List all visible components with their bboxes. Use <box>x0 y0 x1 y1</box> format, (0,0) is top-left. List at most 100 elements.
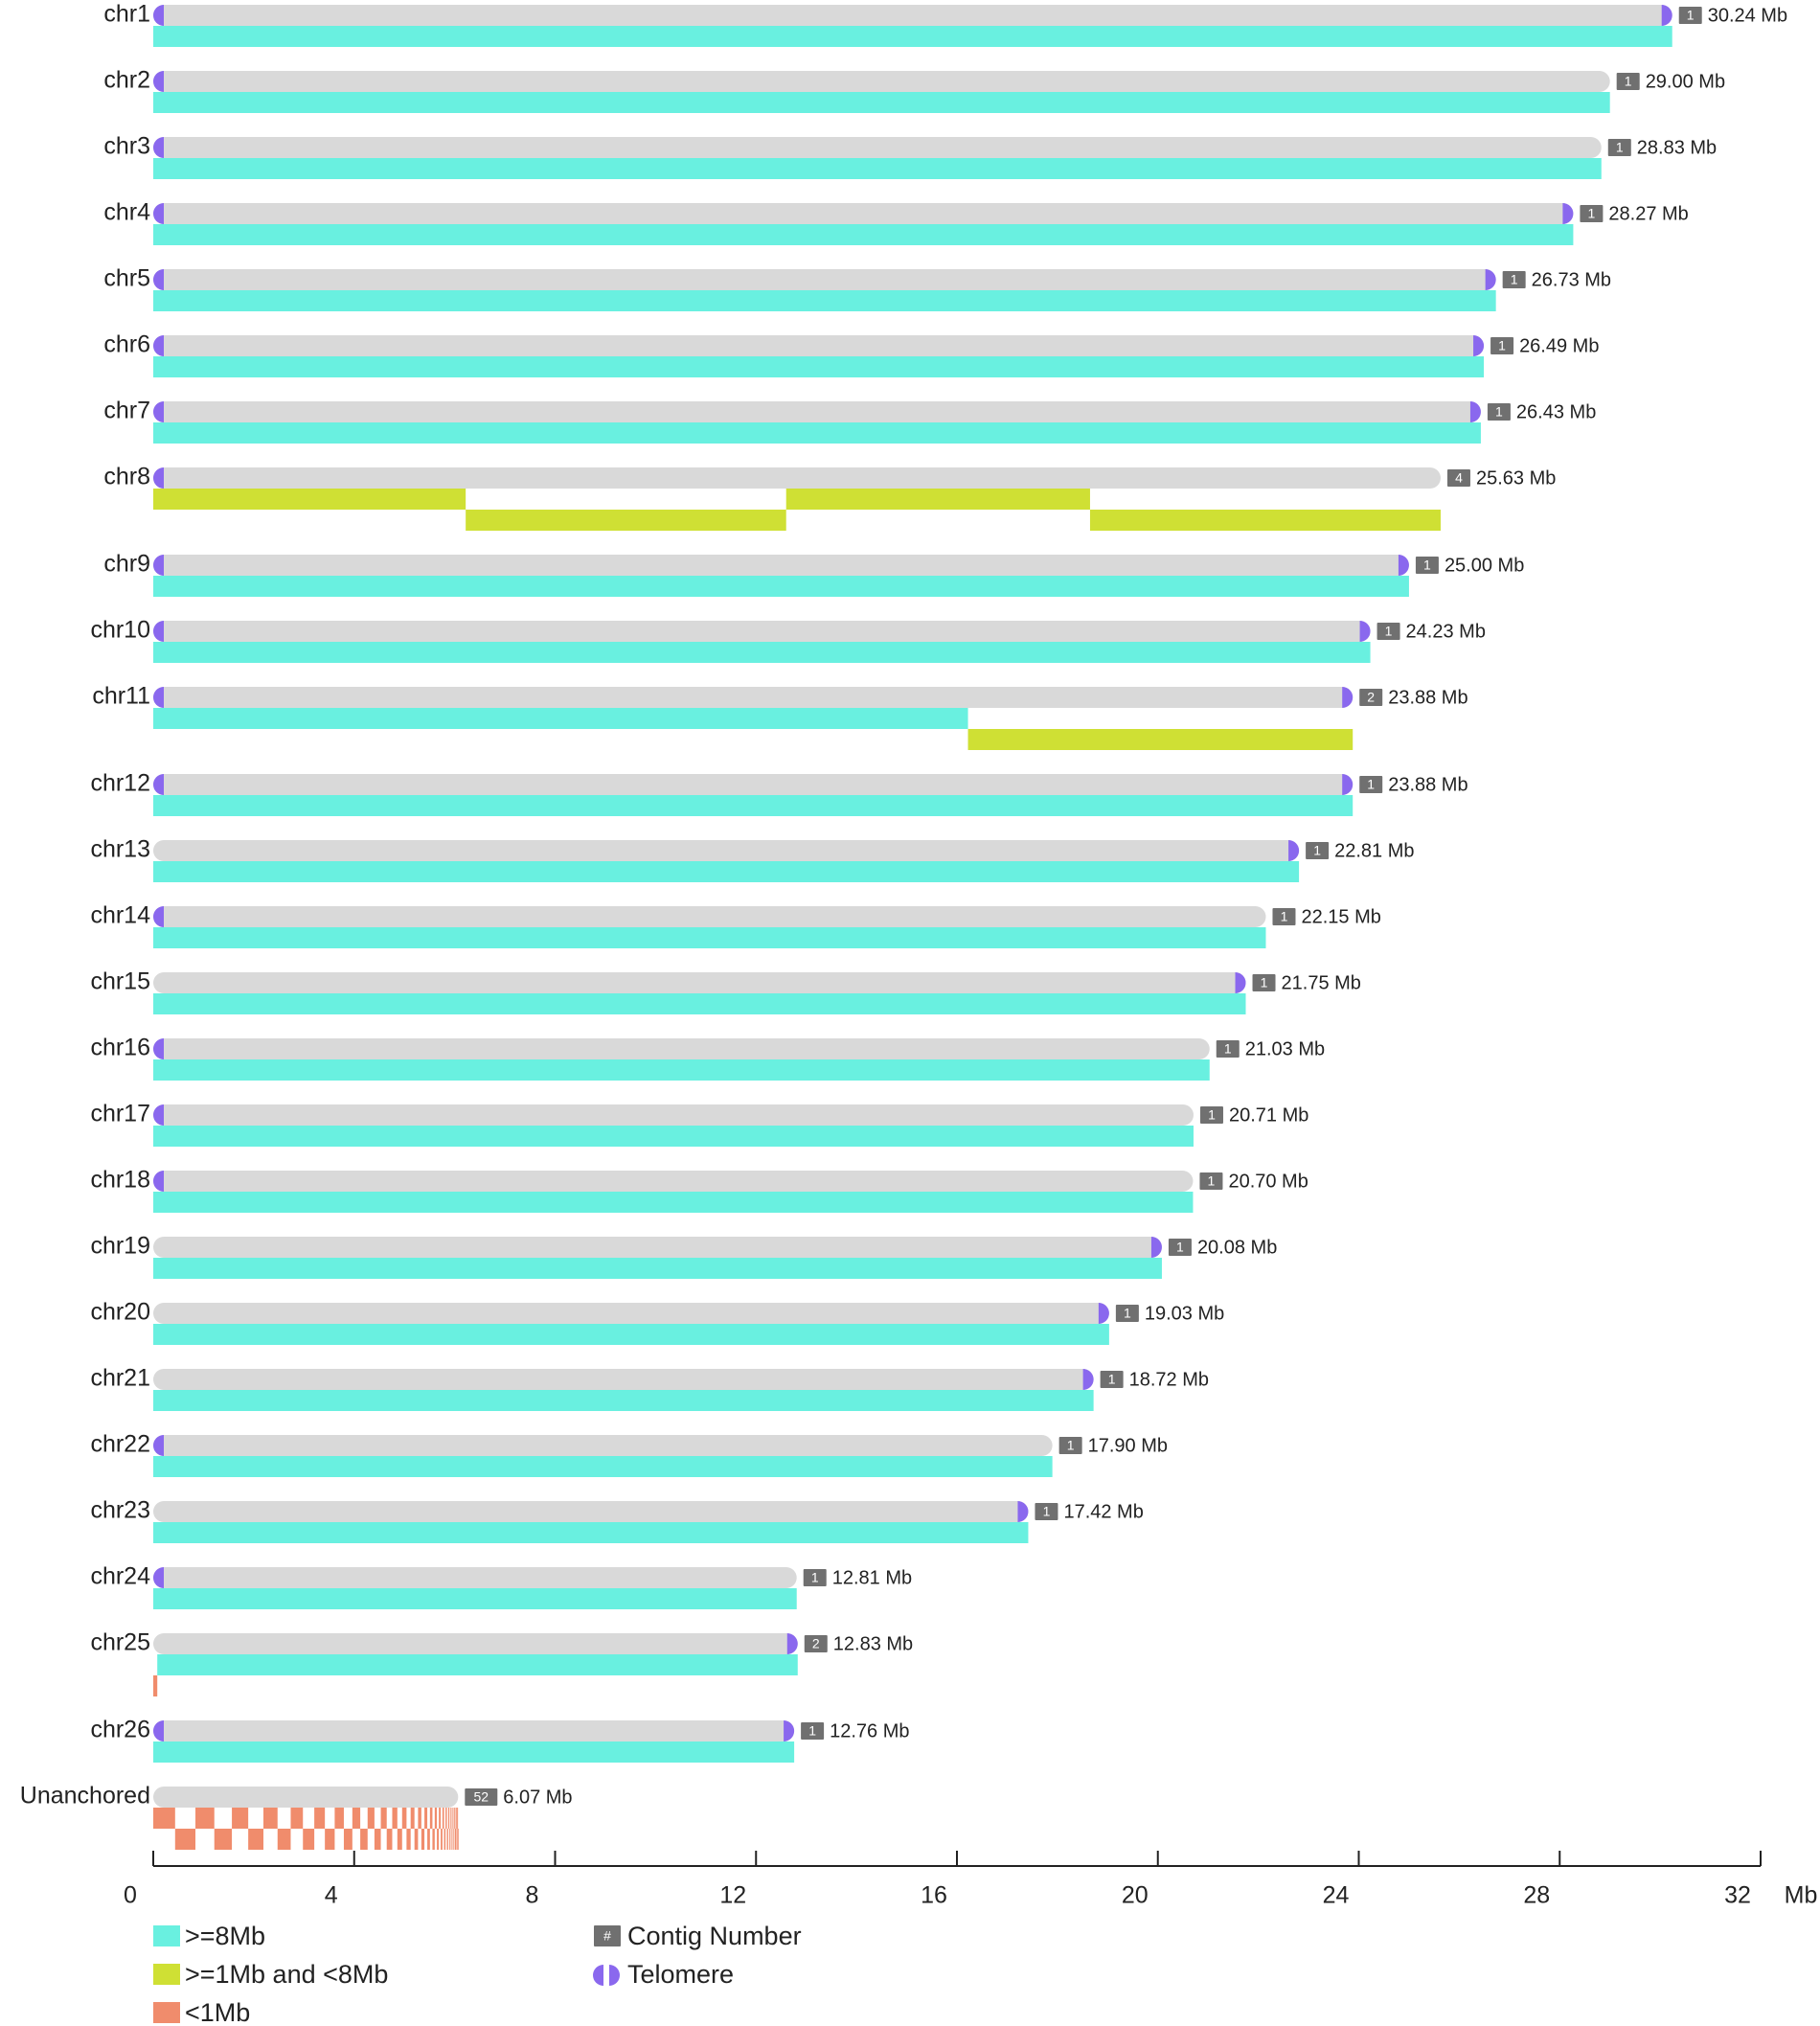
chromosome-bar <box>153 1787 459 1808</box>
legend-contig-symbol: # <box>603 1928 611 1944</box>
contig-bar-small <box>434 1808 438 1829</box>
contig-bar-large <box>153 576 1409 597</box>
chromosome-bar <box>153 1104 1194 1126</box>
contig-bar-small <box>406 1829 411 1850</box>
legend-label: >=8Mb <box>185 1922 265 1950</box>
contig-bar-small <box>427 1829 430 1850</box>
chromosome-label: chr14 <box>90 902 150 929</box>
telomere-end-icon <box>1661 5 1672 26</box>
chromosome-row-chr3: chr3 1 28.83 Mb <box>103 133 1717 179</box>
chromosome-label: chr8 <box>103 464 150 490</box>
contig-count-badge <box>1306 842 1330 859</box>
contig-count-badge <box>1100 1371 1124 1388</box>
chromosome-label: chr4 <box>103 199 150 226</box>
telomere-end-icon <box>784 1720 795 1741</box>
contig-bar-medium <box>466 510 786 531</box>
chromosome-length-label: 21.75 Mb <box>1282 972 1361 993</box>
chromosome-label: chr12 <box>90 770 150 797</box>
contig-bar-small <box>455 1829 457 1850</box>
contig-bar-large <box>153 224 1574 245</box>
contig-count-badge <box>1115 1305 1139 1322</box>
contig-bar-small <box>214 1829 233 1850</box>
legend-label: Telomere <box>627 1960 734 1989</box>
x-axis-tick-label: 32 <box>1724 1882 1751 1909</box>
contig-count-label: 1 <box>1108 1372 1116 1387</box>
telomere-start-icon <box>153 401 164 422</box>
contig-bar-small <box>343 1829 353 1850</box>
contig-bar-small <box>450 1808 452 1829</box>
chromosome-row-chr20: chr20 1 19.03 Mb <box>90 1299 1224 1345</box>
contig-bar-large <box>153 927 1266 948</box>
chromosome-bar <box>153 5 1672 26</box>
contig-bar-small <box>386 1829 393 1850</box>
chromosome-length-label: 24.23 Mb <box>1406 621 1486 642</box>
contig-bar-large <box>153 422 1481 444</box>
contig-bar-small <box>418 1808 421 1829</box>
contig-bar-large <box>153 1258 1162 1279</box>
contig-bar-small <box>439 1808 442 1829</box>
chromosome-label: chr17 <box>90 1101 150 1127</box>
chromosome-row-chr2: chr2 1 29.00 Mb <box>103 67 1725 113</box>
chromosome-bar <box>153 555 1409 576</box>
contig-count-label: 1 <box>1423 558 1431 573</box>
contig-count-badge <box>803 1569 827 1586</box>
legend-item-telomere: Telomere <box>593 1960 734 1989</box>
contig-count-badge <box>1502 271 1526 288</box>
chromosome-label: chr10 <box>90 617 150 644</box>
x-axis-tick-label: 28 <box>1523 1882 1550 1909</box>
chromosome-bar <box>153 1171 1194 1192</box>
chromosome-label: chr6 <box>103 331 150 358</box>
telomere-end-icon <box>786 1633 798 1654</box>
chromosome-label: chr21 <box>90 1365 150 1392</box>
contig-bar-small <box>401 1808 407 1829</box>
chromosome-bar <box>153 906 1266 927</box>
chromosome-bar <box>153 1237 1162 1258</box>
x-axis-tick-label: 4 <box>325 1882 338 1909</box>
chromosome-row-chr19: chr19 1 20.08 Mb <box>90 1233 1277 1279</box>
contig-bar-large <box>157 1654 798 1675</box>
x-axis-tick-label: 0 <box>124 1882 137 1909</box>
contig-bar-small <box>334 1808 344 1829</box>
chromosome-row-chr21: chr21 1 18.72 Mb <box>90 1365 1209 1411</box>
telomere-end-icon <box>1359 621 1371 642</box>
contig-bar-small <box>429 1808 433 1829</box>
contig-count-label: 1 <box>1511 272 1518 287</box>
chromosome-bar <box>153 1303 1109 1324</box>
contig-bar-small <box>414 1829 419 1850</box>
contig-bar-small <box>454 1808 456 1829</box>
telomere-start-icon <box>153 467 164 489</box>
chromosome-label: chr20 <box>90 1299 150 1326</box>
telomere-start-icon <box>153 555 164 576</box>
chromosome-length-label: 12.76 Mb <box>830 1720 909 1741</box>
chromosome-length-label: 20.08 Mb <box>1197 1237 1277 1258</box>
chromosome-row-chr25: chr25 2 12.83 Mb <box>90 1629 913 1696</box>
contig-count-badge <box>1376 623 1400 640</box>
contig-bar-large <box>153 290 1496 311</box>
contig-bar-small <box>360 1829 368 1850</box>
contig-count-label: 1 <box>1313 843 1321 858</box>
chromosome-bar <box>153 972 1246 993</box>
contig-bar-medium <box>967 729 1354 750</box>
chromosome-label: chr19 <box>90 1233 150 1260</box>
contig-bar-small <box>352 1808 361 1829</box>
contig-count-label: 1 <box>1261 975 1268 990</box>
contig-bar-small <box>277 1829 291 1850</box>
chromosome-label: chr5 <box>103 265 150 292</box>
telomere-start-icon <box>153 5 164 26</box>
telomere-start-icon <box>153 1720 164 1741</box>
telomere-end-icon <box>1150 1237 1162 1258</box>
chromosome-label: chr22 <box>90 1431 150 1458</box>
contig-count-label: 1 <box>1208 1107 1216 1123</box>
telomere-end-icon <box>1235 972 1246 993</box>
chromosome-bar <box>153 1567 797 1588</box>
contig-bar-small <box>452 1808 454 1829</box>
contig-count-badge <box>1058 1437 1082 1454</box>
chromosome-label: chr26 <box>90 1717 150 1743</box>
contig-count-badge <box>1199 1106 1223 1124</box>
chromosome-length-label: 25.00 Mb <box>1445 555 1524 576</box>
legend-telomere-right-icon <box>609 1965 620 1986</box>
contig-count-badge <box>1216 1040 1240 1058</box>
chromosome-label: chr15 <box>90 968 150 995</box>
contig-bar-small <box>457 1808 459 1829</box>
